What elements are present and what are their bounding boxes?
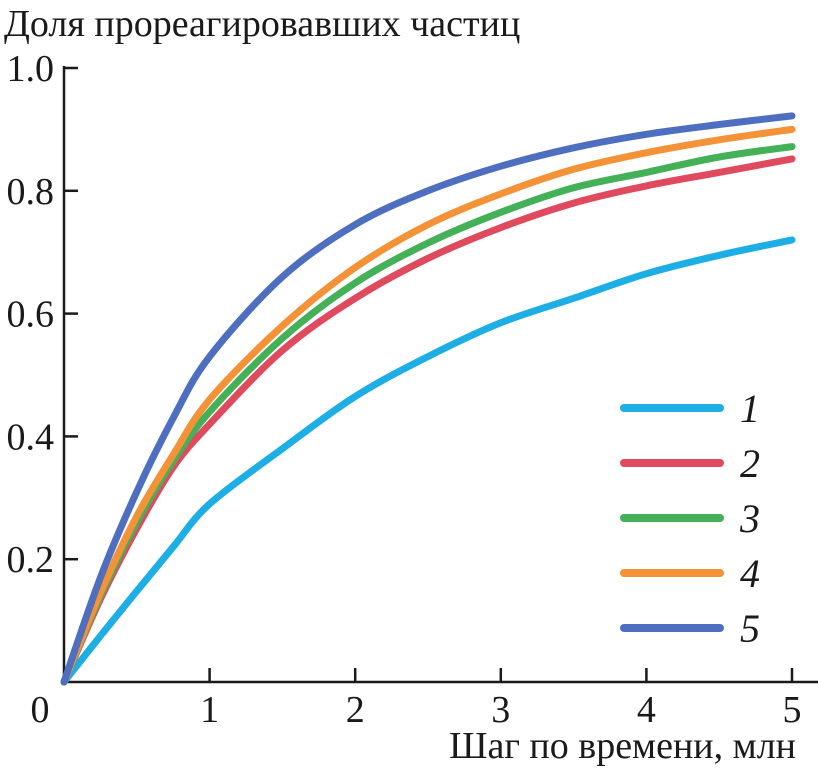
- series-line-1: [60, 236, 796, 686]
- x-tick-label: 3: [491, 689, 510, 731]
- y-tick-label: 0.8: [7, 171, 55, 213]
- legend-label-5: 5: [740, 606, 760, 651]
- y-axis-title: Доля прореагировавших частиц: [4, 3, 520, 45]
- x-tick-label: 1: [200, 689, 219, 731]
- axes: [62, 66, 818, 684]
- x-tick-label: 2: [346, 689, 365, 731]
- legend-label-3: 3: [739, 496, 760, 541]
- y-tick-label: 0.6: [7, 294, 55, 336]
- y-tick-label: 0.2: [7, 539, 55, 581]
- legend-label-1: 1: [740, 386, 760, 431]
- legend: 1 2 3 4 5: [620, 386, 760, 651]
- y-tick-label: 0.4: [7, 416, 55, 458]
- series-line-4: [60, 125, 796, 686]
- x-tick-label: 5: [783, 689, 802, 731]
- series-line-5: [60, 112, 796, 686]
- x-axis-title: Шаг по времени, млн: [449, 725, 796, 767]
- legend-label-2: 2: [740, 441, 760, 486]
- legend-label-4: 4: [740, 551, 760, 596]
- y-tick-label: 1.0: [7, 48, 55, 90]
- x-tick-label: 4: [637, 689, 656, 731]
- series-lines: [60, 112, 796, 686]
- axis-ticks: 0 1 2 3 4 5 0.2 0.4 0.6 0.8 1.0: [7, 48, 802, 731]
- x-tick-label: 0: [31, 689, 50, 731]
